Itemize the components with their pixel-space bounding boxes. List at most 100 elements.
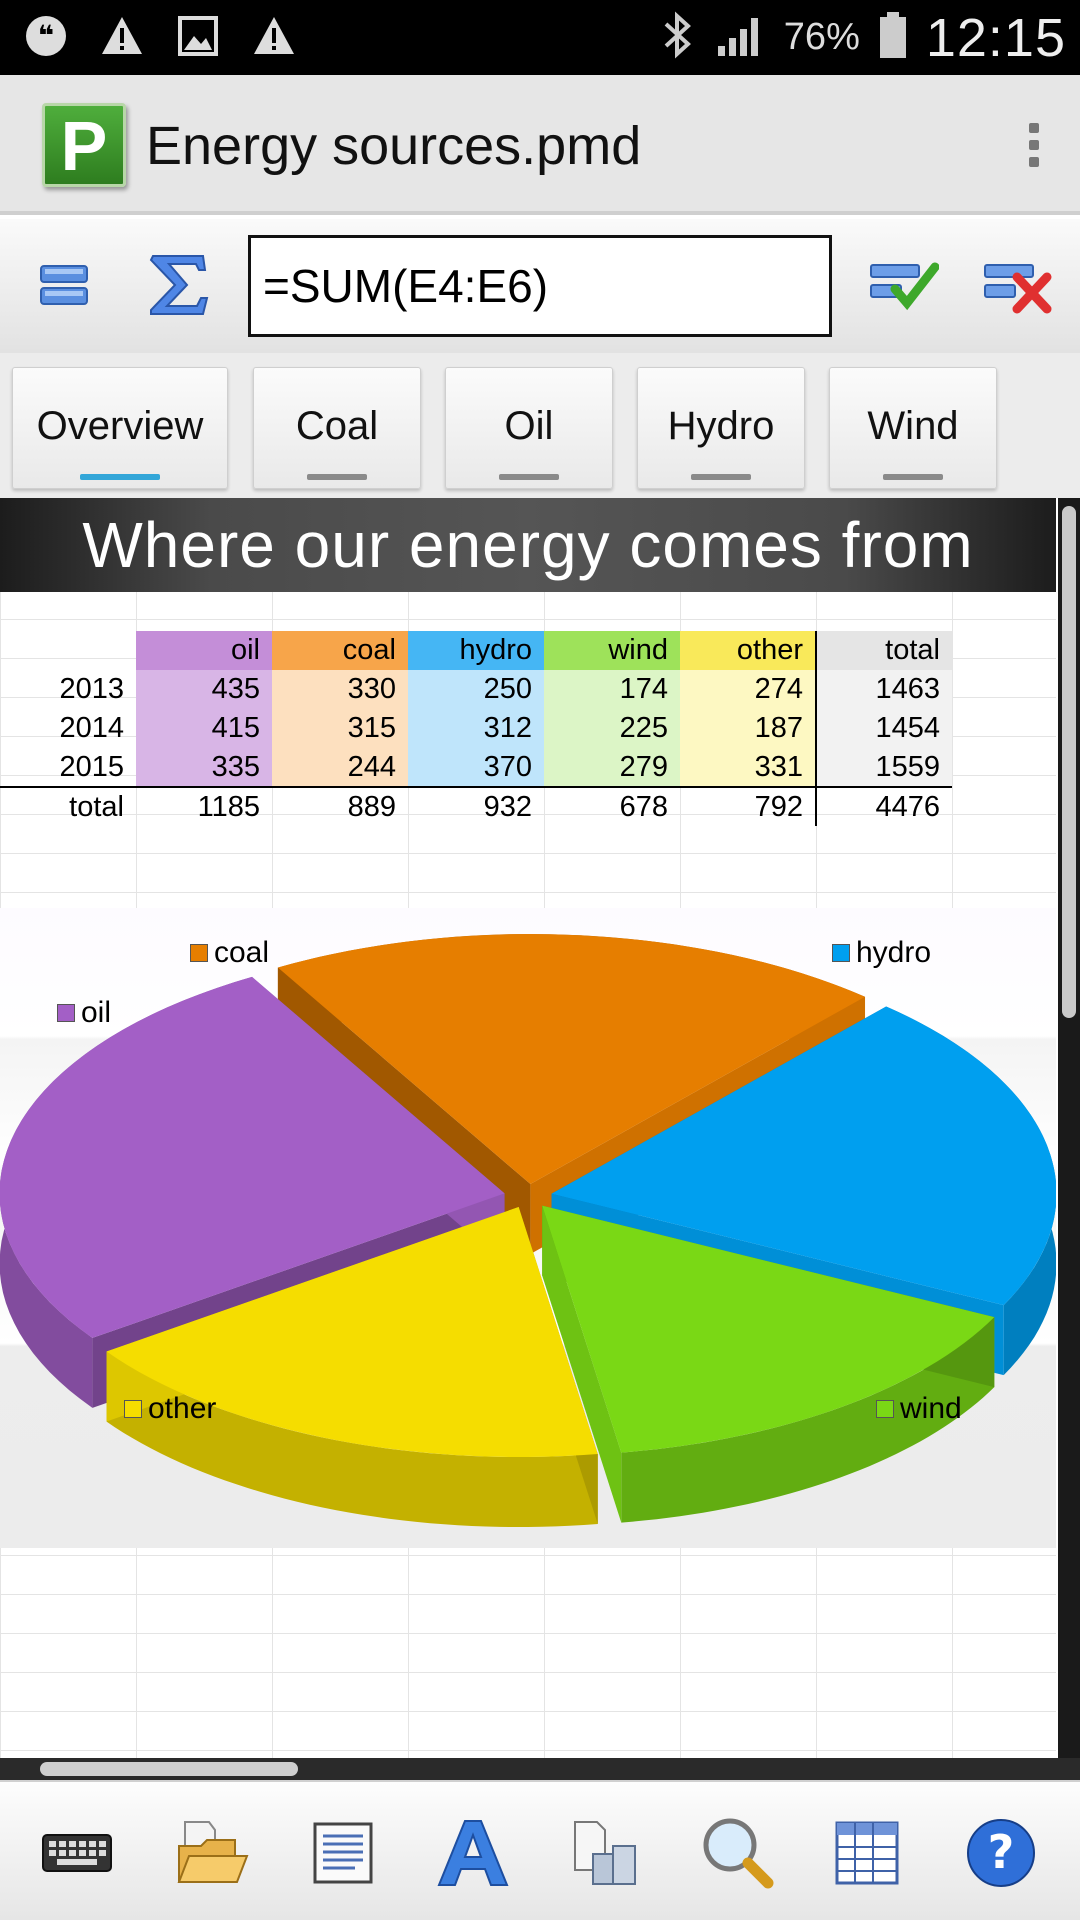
warning-icon — [250, 12, 298, 60]
pie-chart-svg — [0, 934, 1056, 1527]
data-table: oil coal hydro wind other total 2013 435… — [0, 631, 952, 826]
table-cell[interactable]: 370 — [408, 748, 544, 787]
tab-overview[interactable]: Overview — [12, 367, 228, 489]
status-time: 12:15 — [925, 7, 1066, 68]
help-icon: ? — [967, 1819, 1035, 1887]
legend-swatch — [57, 1004, 75, 1022]
cell-menu-icon — [40, 265, 88, 305]
legend-label: hydro — [856, 936, 932, 969]
accept-button[interactable] — [864, 249, 944, 321]
table-row: 2013 435 330 250 174 274 1463 — [0, 670, 952, 709]
formula-input[interactable]: =SUM(E4:E6) — [248, 235, 832, 337]
checkmark-icon — [870, 262, 939, 311]
image-icon — [174, 12, 222, 60]
header-other[interactable]: other — [680, 631, 817, 670]
tab-label: Overview — [36, 404, 204, 448]
battery-percent: 76% — [783, 16, 860, 58]
header-total[interactable]: total — [816, 631, 952, 670]
table-cell[interactable]: 335 — [136, 748, 272, 787]
legend-label: wind — [900, 1392, 962, 1425]
table-cell[interactable]: 1463 — [816, 670, 952, 709]
vertical-scrollbar-thumb[interactable] — [1062, 506, 1076, 1018]
tab-indicator — [883, 474, 943, 480]
document-icon — [313, 1822, 373, 1884]
table-cell[interactable]: 312 — [408, 709, 544, 748]
table-cell[interactable]: 1185 — [136, 786, 272, 826]
overflow-menu-icon[interactable] — [1026, 123, 1042, 167]
quote-notification-icon: ❝ — [22, 12, 70, 60]
horizontal-scrollbar-thumb[interactable] — [40, 1762, 298, 1776]
table-cell[interactable]: 889 — [272, 786, 408, 826]
table-cell[interactable]: 330 — [272, 670, 408, 709]
keyboard-icon — [42, 1834, 112, 1872]
pie-chart[interactable]: coal hydro oil other wind — [0, 908, 1056, 1548]
format-text-icon — [437, 1820, 509, 1886]
table-cell[interactable] — [0, 631, 136, 670]
horizontal-scrollbar[interactable] — [0, 1758, 1080, 1780]
table-cell[interactable]: 279 — [544, 748, 680, 787]
objects-button[interactable] — [562, 1810, 648, 1896]
table-cell[interactable]: 174 — [544, 670, 680, 709]
table-cell[interactable]: 932 — [408, 786, 544, 826]
table-cell[interactable]: 2014 — [59, 712, 124, 744]
pie-slice-wind[interactable] — [542, 1205, 995, 1453]
table-cell[interactable]: 2013 — [59, 673, 124, 705]
objects-icon — [574, 1821, 636, 1885]
table-header-row: oil coal hydro wind other total — [0, 631, 952, 670]
table-cell[interactable]: 415 — [136, 709, 272, 748]
vertical-scrollbar[interactable] — [1058, 498, 1080, 1758]
pie-slice-hydro[interactable] — [551, 1006, 1056, 1306]
tab-label: Wind — [867, 404, 959, 448]
pie-slice-side-wind — [621, 1317, 995, 1523]
app-logo-icon: P — [42, 103, 126, 187]
table-cell[interactable]: 4476 — [816, 786, 952, 826]
table-cell[interactable]: 435 — [136, 670, 272, 709]
table-cell[interactable]: 250 — [408, 670, 544, 709]
table-button[interactable] — [824, 1810, 910, 1896]
document-button[interactable] — [300, 1810, 386, 1896]
table-row: 2014 415 315 312 225 187 1454 — [0, 709, 952, 748]
search-button[interactable] — [694, 1810, 780, 1896]
format-button[interactable] — [430, 1810, 516, 1896]
cell-menu-button[interactable] — [24, 249, 104, 321]
cancel-button[interactable] — [978, 249, 1058, 321]
table-cell[interactable]: 2015 — [59, 750, 124, 783]
table-cell[interactable]: 274 — [680, 670, 817, 709]
header-oil[interactable]: oil — [136, 631, 272, 670]
legend-label: coal — [214, 936, 270, 969]
header-hydro[interactable]: hydro — [408, 631, 544, 670]
tab-indicator — [691, 474, 751, 480]
tab-wind[interactable]: Wind — [829, 367, 997, 489]
tab-hydro[interactable]: Hydro — [637, 367, 805, 489]
header-wind[interactable]: wind — [544, 631, 680, 670]
pie-slice-oil[interactable] — [0, 976, 505, 1338]
table-cell[interactable]: 678 — [544, 786, 680, 826]
spreadsheet-grid[interactable]: Where our energy comes from oil coal hyd… — [0, 498, 1056, 1758]
tab-label: Coal — [295, 404, 379, 448]
tab-indicator — [499, 474, 559, 480]
help-button[interactable]: ? — [958, 1810, 1044, 1896]
keyboard-button[interactable] — [34, 1810, 120, 1896]
sheet-title: Where our energy comes from — [0, 498, 1056, 592]
table-cell[interactable]: 1454 — [816, 709, 952, 748]
table-cell[interactable]: 792 — [680, 786, 817, 826]
table-icon — [835, 1821, 899, 1885]
open-file-button[interactable] — [170, 1810, 256, 1896]
tab-oil[interactable]: Oil — [445, 367, 613, 489]
table-cell[interactable]: 187 — [680, 709, 817, 748]
table-cell[interactable]: total — [0, 786, 136, 826]
pie-slice-other[interactable] — [106, 1207, 598, 1458]
table-cell[interactable]: 244 — [272, 748, 408, 787]
tab-label: Hydro — [667, 404, 775, 448]
table-cell[interactable]: 315 — [272, 709, 408, 748]
legend-hydro: hydro — [832, 936, 931, 970]
table-cell[interactable]: 225 — [544, 709, 680, 748]
tab-coal[interactable]: Coal — [253, 367, 421, 489]
legend-swatch — [124, 1400, 142, 1418]
sum-button[interactable] — [138, 249, 218, 321]
table-cell[interactable]: 1559 — [816, 748, 952, 787]
header-coal[interactable]: coal — [272, 631, 408, 670]
table-cell[interactable]: 331 — [680, 748, 817, 787]
sigma-icon — [149, 255, 209, 315]
pie-slice-coal[interactable] — [277, 934, 866, 1185]
